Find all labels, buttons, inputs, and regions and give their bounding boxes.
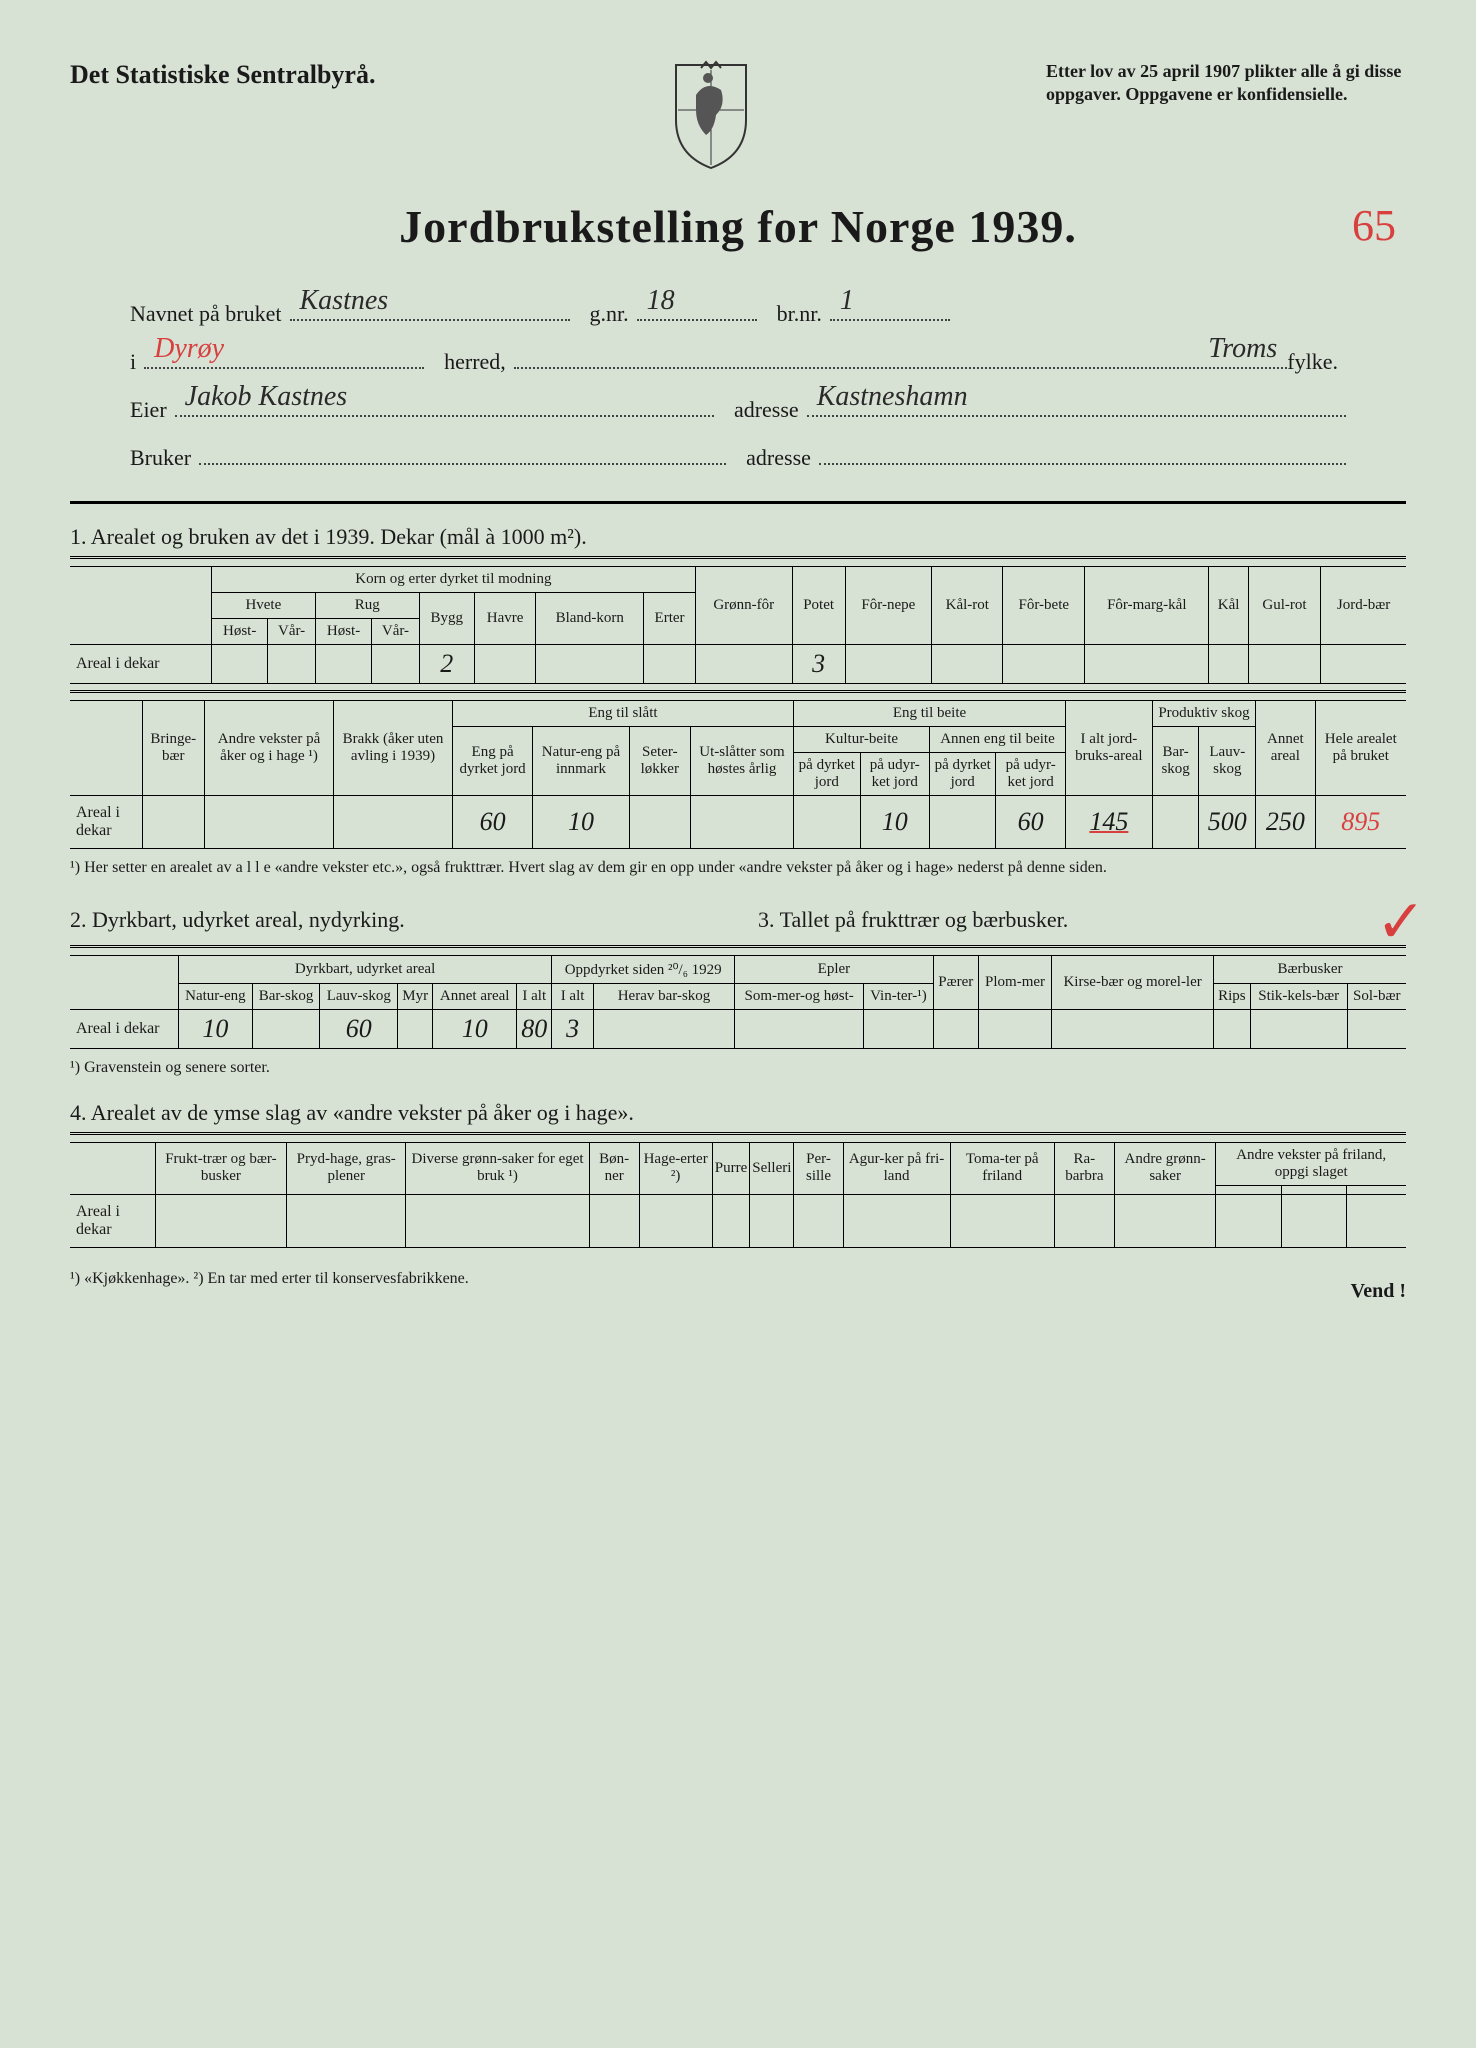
fylke-field: Troms	[514, 341, 1287, 369]
brnr-field: 1	[830, 293, 950, 321]
table-1a: Korn og erter dyrket til modning Grønn-f…	[70, 566, 1406, 684]
eier-label: Eier	[130, 397, 167, 423]
table-23: Dyrkbart, udyrket areal Oppdyrket siden …	[70, 955, 1406, 1049]
navnet-label: Navnet på bruket	[130, 301, 282, 327]
footnote-1: ¹) Her setter en arealet av a l l e «and…	[70, 857, 1406, 879]
adresse-field: Kastneshamn	[807, 389, 1346, 417]
footnote-3: ¹) Gravenstein og senere sorter.	[70, 1057, 1406, 1079]
law-text: Etter lov av 25 april 1907 plikter alle …	[1046, 60, 1406, 107]
sec1-title: 1. Arealet og bruken av det i 1939. Deka…	[70, 524, 1406, 550]
coat-of-arms-icon	[666, 60, 756, 170]
divider	[70, 1132, 1406, 1136]
sec2-title: 2. Dyrkbart, udyrket areal, nydyrking.	[70, 907, 718, 933]
footnote-4: ¹) «Kjøkkenhage». ²) En tar med erter ti…	[70, 1268, 469, 1295]
bruker-field	[199, 437, 726, 465]
gnr-field: 18	[637, 293, 757, 321]
red-annotation-65: 65	[1352, 200, 1396, 251]
vend-text: Vend !	[1351, 1280, 1406, 1303]
brnr-label: br.nr.	[777, 301, 822, 327]
fylke-label: fylke.	[1287, 349, 1338, 375]
navnet-field: Kastnes	[290, 293, 570, 321]
divider	[70, 945, 1406, 949]
herred-label: herred,	[444, 349, 506, 375]
eier-field: Jakob Kastnes	[175, 389, 714, 417]
adresse2-field	[819, 437, 1346, 465]
divider	[70, 501, 1406, 504]
divider	[70, 556, 1406, 560]
i-field: Dyrøy	[144, 341, 424, 369]
org-name: Det Statistiske Sentralbyrå.	[70, 60, 375, 90]
sec3-title: 3. Tallet på frukttrær og bærbusker.	[758, 907, 1406, 933]
sec4-title: 4. Arealet av de ymse slag av «andre vek…	[70, 1100, 1406, 1126]
page-title: Jordbrukstelling for Norge 1939.	[70, 200, 1406, 253]
adresse-label: adresse	[734, 397, 799, 423]
adresse2-label: adresse	[746, 445, 811, 471]
table-4: Frukt-trær og bær-busker Pryd-hage, gras…	[70, 1142, 1406, 1248]
red-check-icon: ✓	[1376, 887, 1426, 957]
i-label: i	[130, 349, 136, 375]
gnr-label: g.nr.	[590, 301, 629, 327]
divider	[70, 690, 1406, 694]
bruker-label: Bruker	[130, 445, 191, 471]
table-1b: Bringe-bær Andre vekster på åker og i ha…	[70, 700, 1406, 849]
